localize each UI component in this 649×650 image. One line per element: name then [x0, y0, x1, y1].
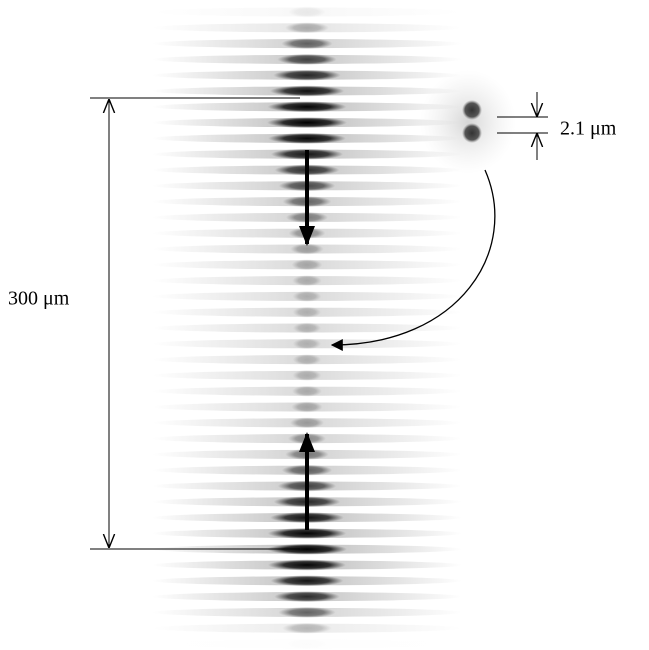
atom-spot [462, 100, 482, 120]
atom-spot [462, 123, 482, 143]
fringe-core [277, 53, 337, 65]
fringe-core [292, 369, 322, 381]
spacing-label: 2.1 μm [560, 118, 617, 140]
fringe-core [290, 417, 324, 429]
fringe-core [290, 243, 324, 255]
fringe-core [291, 401, 323, 413]
fringe-core [291, 259, 323, 271]
fringe-core [286, 639, 329, 650]
fringe-core [269, 85, 345, 97]
fringe-core [267, 543, 347, 555]
fringe-core [267, 527, 347, 539]
fringe-core [268, 559, 346, 571]
fringe-core [292, 306, 322, 318]
inset-halo [420, 70, 516, 174]
fringe-core [270, 575, 344, 587]
fringe-core [267, 117, 347, 129]
fringe-core [282, 622, 332, 634]
fringe-core [292, 322, 322, 334]
curved-arrow [330, 169, 496, 351]
fringe-core [278, 606, 336, 618]
fringe-core [292, 354, 322, 366]
fringe-core [284, 22, 330, 34]
fringe-core [274, 591, 340, 603]
fringe-core [273, 69, 341, 81]
fringe-core [292, 338, 322, 350]
fringe-core [292, 290, 322, 302]
separation-label: 300 μm [8, 288, 70, 310]
fringe-core [267, 101, 347, 113]
fringe-core [268, 132, 346, 144]
fringe-pattern [152, 6, 462, 650]
fringe-core [292, 385, 322, 397]
fringe-core [281, 38, 333, 50]
fringe-core [292, 275, 322, 287]
fringe-core [287, 6, 327, 18]
